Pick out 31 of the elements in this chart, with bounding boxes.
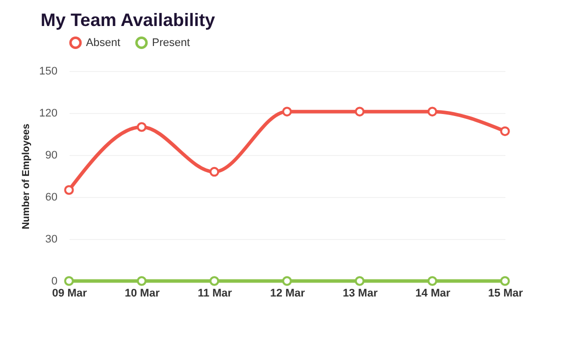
y-tick-label: 0 xyxy=(51,276,58,288)
x-tick-label: 11 Mar xyxy=(198,288,233,300)
x-tick-label: 09 Mar xyxy=(52,288,88,300)
y-tick-label: 60 xyxy=(45,192,58,204)
point xyxy=(136,276,147,286)
x-tick-label: 15 Mar xyxy=(488,288,524,300)
point xyxy=(354,106,365,116)
chart-title: My Team Availability xyxy=(40,10,216,30)
y-tick-label: 150 xyxy=(39,66,58,78)
point xyxy=(209,166,220,177)
point xyxy=(209,276,220,286)
point xyxy=(136,122,147,132)
y-tick-label: 120 xyxy=(39,108,58,120)
legend-label: Absent xyxy=(86,36,120,49)
y-tick-label: 90 xyxy=(45,150,58,162)
y-tick-label: 30 xyxy=(45,234,58,246)
point xyxy=(427,106,438,116)
x-tick-label: 14 Mar xyxy=(415,288,451,300)
legend-label: Present xyxy=(152,36,190,49)
point xyxy=(500,126,510,136)
x-tick-label: 10 Mar xyxy=(124,288,160,300)
y-axis-title: Number of Employees xyxy=(21,123,32,230)
point xyxy=(500,276,510,286)
x-tick-label: 13 Mar xyxy=(342,288,378,300)
point xyxy=(64,276,74,286)
x-tick-label: 12 Mar xyxy=(270,288,306,300)
point xyxy=(354,276,365,286)
point xyxy=(427,276,438,286)
point xyxy=(282,106,292,116)
point xyxy=(64,185,74,195)
point xyxy=(282,276,292,286)
